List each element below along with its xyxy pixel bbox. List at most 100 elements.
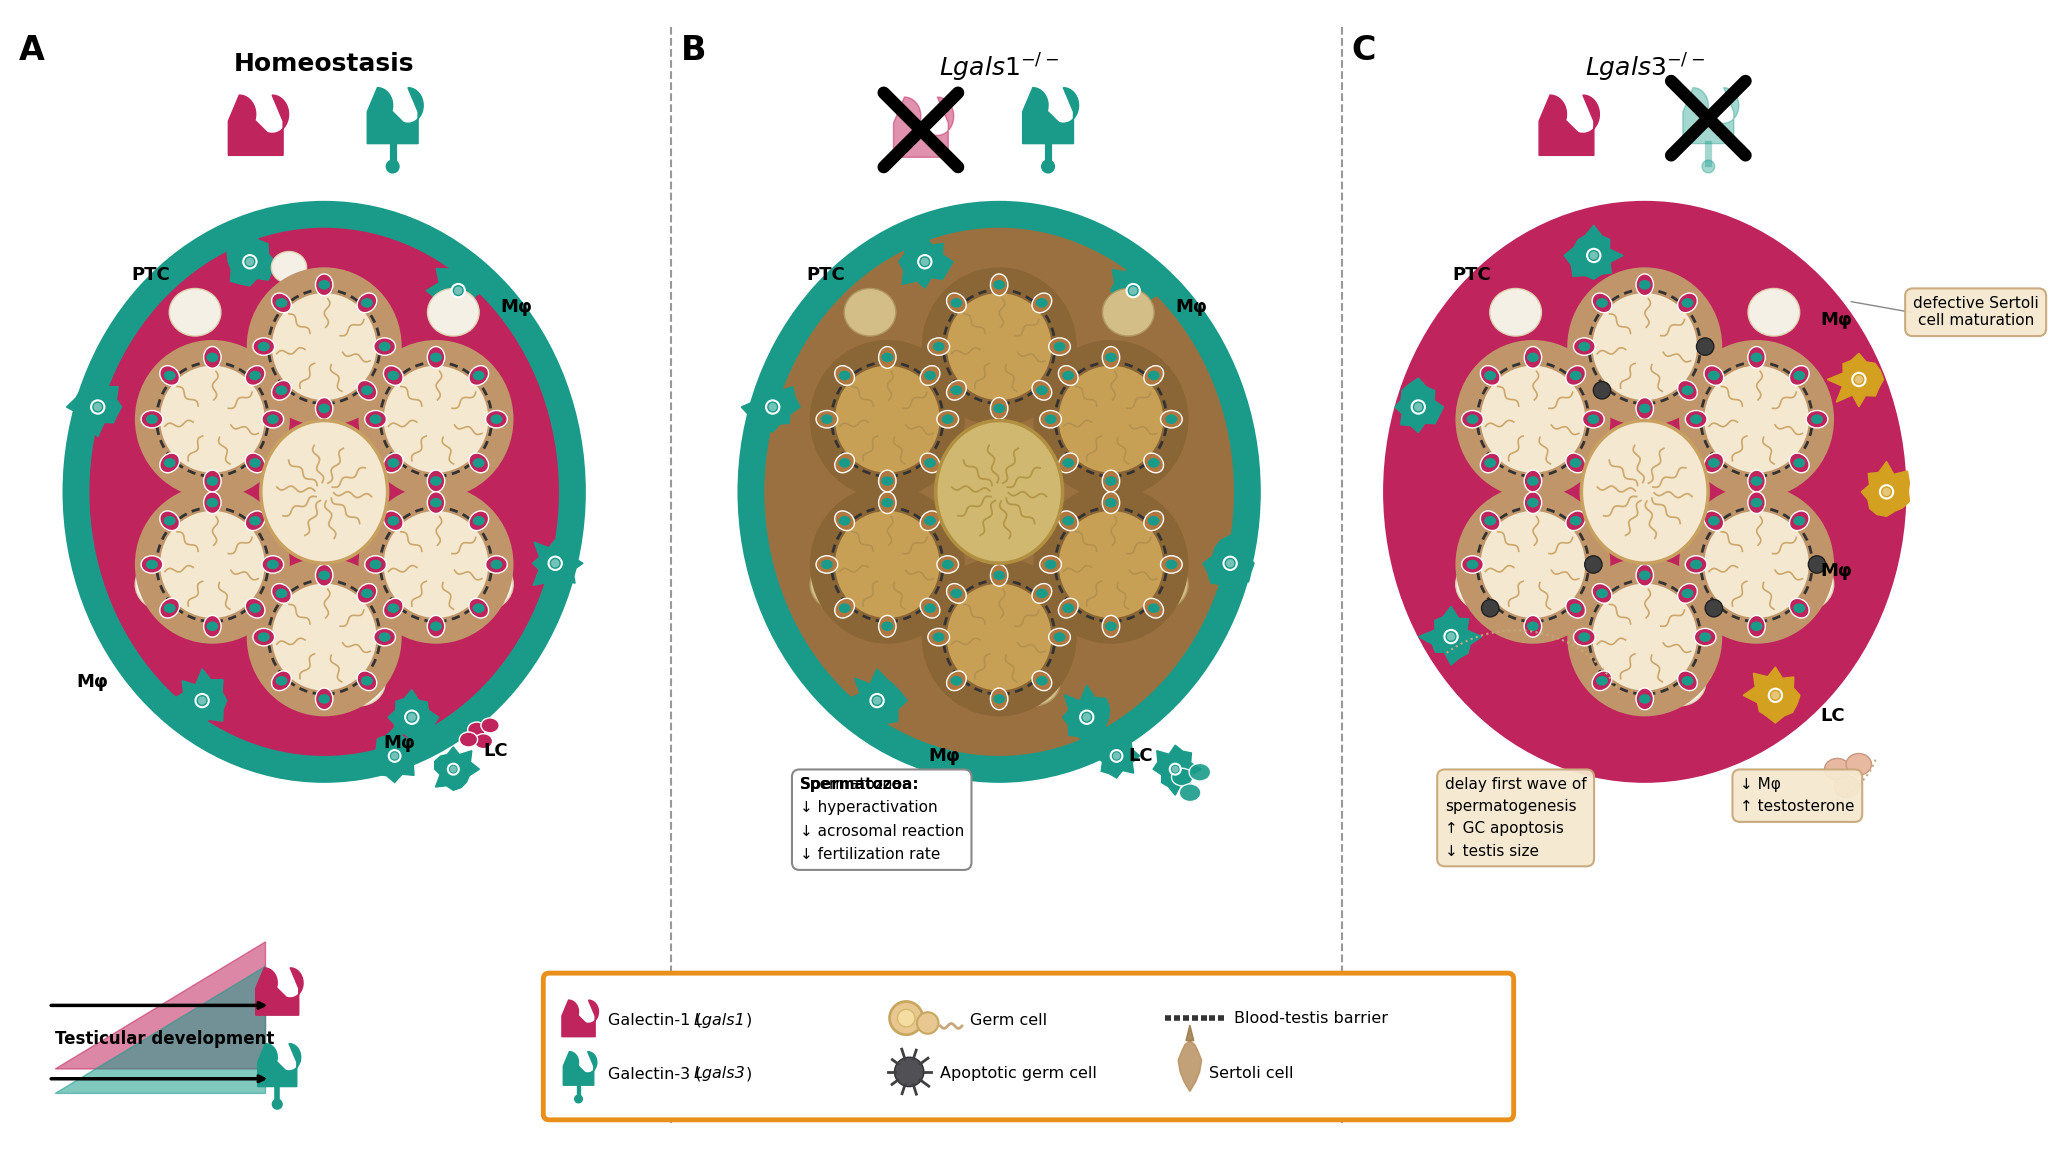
Polygon shape: [533, 540, 584, 595]
Ellipse shape: [428, 288, 479, 336]
Ellipse shape: [1523, 347, 1542, 369]
Ellipse shape: [319, 694, 331, 703]
Ellipse shape: [164, 458, 175, 468]
Ellipse shape: [1569, 603, 1581, 612]
FancyBboxPatch shape: [543, 973, 1513, 1120]
Ellipse shape: [1059, 453, 1077, 472]
Ellipse shape: [160, 511, 265, 618]
Circle shape: [1447, 632, 1456, 641]
Ellipse shape: [921, 365, 940, 385]
Text: PTC: PTC: [132, 267, 171, 284]
Ellipse shape: [247, 268, 401, 426]
Ellipse shape: [991, 564, 1007, 586]
Ellipse shape: [261, 410, 284, 427]
Ellipse shape: [1793, 371, 1805, 380]
Ellipse shape: [1480, 453, 1501, 472]
Ellipse shape: [358, 380, 376, 400]
Circle shape: [1110, 750, 1123, 762]
Ellipse shape: [1462, 410, 1482, 427]
Ellipse shape: [485, 410, 508, 427]
Ellipse shape: [467, 722, 485, 737]
Ellipse shape: [364, 410, 387, 427]
Text: LC: LC: [1129, 747, 1153, 765]
Ellipse shape: [1567, 599, 1585, 618]
Ellipse shape: [261, 556, 284, 573]
Text: LC: LC: [483, 741, 508, 759]
Ellipse shape: [245, 365, 265, 385]
Ellipse shape: [1793, 603, 1805, 612]
Ellipse shape: [835, 511, 940, 618]
Ellipse shape: [1591, 293, 1612, 313]
Text: PTC: PTC: [1452, 267, 1491, 284]
Ellipse shape: [1104, 353, 1116, 362]
Ellipse shape: [1567, 268, 1723, 426]
Ellipse shape: [1036, 588, 1049, 599]
Ellipse shape: [142, 556, 162, 573]
Polygon shape: [255, 967, 302, 1016]
Ellipse shape: [993, 571, 1005, 580]
Ellipse shape: [430, 476, 442, 486]
Ellipse shape: [276, 385, 288, 395]
Ellipse shape: [835, 365, 940, 472]
Ellipse shape: [245, 599, 265, 618]
Ellipse shape: [810, 558, 870, 610]
Ellipse shape: [387, 458, 399, 468]
Ellipse shape: [1104, 476, 1116, 486]
Polygon shape: [1743, 668, 1799, 723]
Ellipse shape: [835, 365, 855, 385]
Text: Apoptotic germ cell: Apoptotic germ cell: [940, 1066, 1098, 1081]
Ellipse shape: [1036, 676, 1049, 686]
Ellipse shape: [1639, 403, 1651, 414]
Ellipse shape: [1053, 341, 1065, 352]
Ellipse shape: [249, 516, 261, 525]
Ellipse shape: [1748, 288, 1799, 336]
Ellipse shape: [374, 629, 395, 646]
Ellipse shape: [1063, 371, 1073, 380]
Text: Blood-testis barrier: Blood-testis barrier: [1234, 1011, 1388, 1026]
Circle shape: [1084, 714, 1092, 722]
Ellipse shape: [1044, 415, 1057, 424]
Ellipse shape: [267, 415, 280, 424]
Circle shape: [195, 694, 210, 708]
Ellipse shape: [738, 201, 1260, 782]
Ellipse shape: [204, 347, 222, 369]
Ellipse shape: [923, 458, 935, 468]
Ellipse shape: [204, 492, 222, 514]
Polygon shape: [389, 689, 438, 741]
Text: ): ): [746, 1012, 752, 1027]
Ellipse shape: [358, 340, 514, 499]
Ellipse shape: [1748, 470, 1766, 492]
Ellipse shape: [991, 273, 1007, 295]
Ellipse shape: [1774, 558, 1834, 610]
Ellipse shape: [1063, 603, 1073, 612]
Ellipse shape: [315, 398, 333, 419]
Ellipse shape: [1637, 688, 1653, 710]
Ellipse shape: [428, 492, 444, 514]
Polygon shape: [563, 1051, 596, 1085]
Ellipse shape: [950, 385, 962, 395]
Ellipse shape: [1569, 516, 1581, 525]
Ellipse shape: [839, 603, 851, 612]
Ellipse shape: [1480, 365, 1501, 385]
Ellipse shape: [1053, 632, 1065, 642]
Circle shape: [90, 400, 105, 414]
Ellipse shape: [428, 470, 444, 492]
Ellipse shape: [387, 603, 399, 612]
Ellipse shape: [923, 371, 935, 380]
Text: PTC: PTC: [806, 267, 845, 284]
Ellipse shape: [1523, 492, 1542, 514]
Ellipse shape: [1036, 385, 1049, 395]
Ellipse shape: [933, 341, 944, 352]
Polygon shape: [894, 97, 954, 157]
Ellipse shape: [469, 511, 489, 531]
Circle shape: [549, 556, 561, 570]
Ellipse shape: [491, 560, 502, 569]
Ellipse shape: [271, 584, 376, 691]
Ellipse shape: [169, 288, 220, 336]
Ellipse shape: [1567, 453, 1585, 472]
Polygon shape: [368, 87, 424, 144]
Circle shape: [1593, 381, 1610, 399]
Circle shape: [1172, 765, 1178, 772]
Circle shape: [1170, 764, 1180, 774]
Circle shape: [1129, 286, 1137, 295]
